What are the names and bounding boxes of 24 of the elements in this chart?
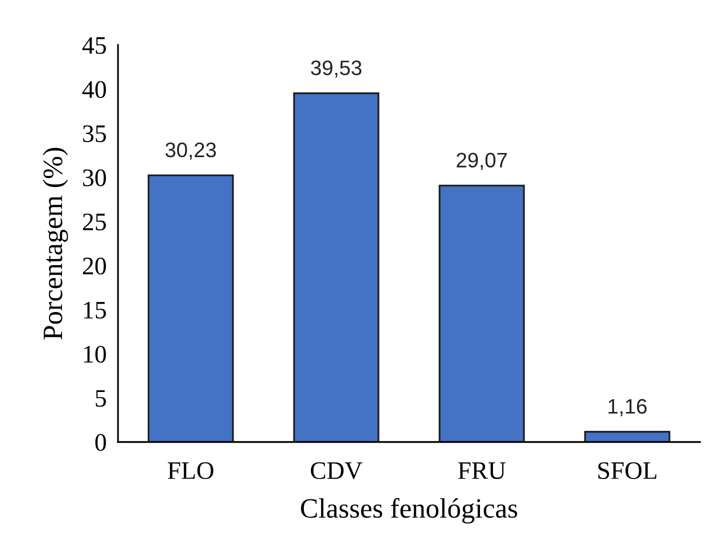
y-tick-label: 15 [84, 302, 106, 319]
y-tick-label: 30 [83, 169, 106, 186]
y-tick-label: 0 [95, 434, 106, 451]
bar [584, 430, 670, 442]
data-label: 1,16 [608, 399, 647, 416]
bar [148, 174, 234, 442]
bar [293, 92, 380, 442]
y-tick-label: 25 [82, 214, 106, 230]
y-tick-label: 40 [82, 81, 106, 98]
x-axis-title: Classes fenológicas [300, 498, 518, 524]
data-label: 29,07 [456, 152, 507, 170]
y-tick-label: 35 [83, 125, 106, 142]
y-tick-label: 45 [82, 37, 106, 54]
y-tick-label: 10 [84, 346, 106, 363]
bar [438, 184, 525, 442]
y-tick-label: 5 [96, 390, 106, 407]
x-tick-label: FLO [168, 462, 214, 480]
y-axis-title: Porcentagem (%) [42, 148, 68, 340]
x-tick-label: FRU [458, 462, 506, 480]
x-tick-label: CDV [310, 462, 362, 480]
x-tick-label: SFOL [598, 462, 656, 480]
y-tick-label: 20 [82, 258, 106, 274]
data-label: 30,23 [165, 142, 216, 160]
data-label: 39,53 [310, 60, 362, 78]
